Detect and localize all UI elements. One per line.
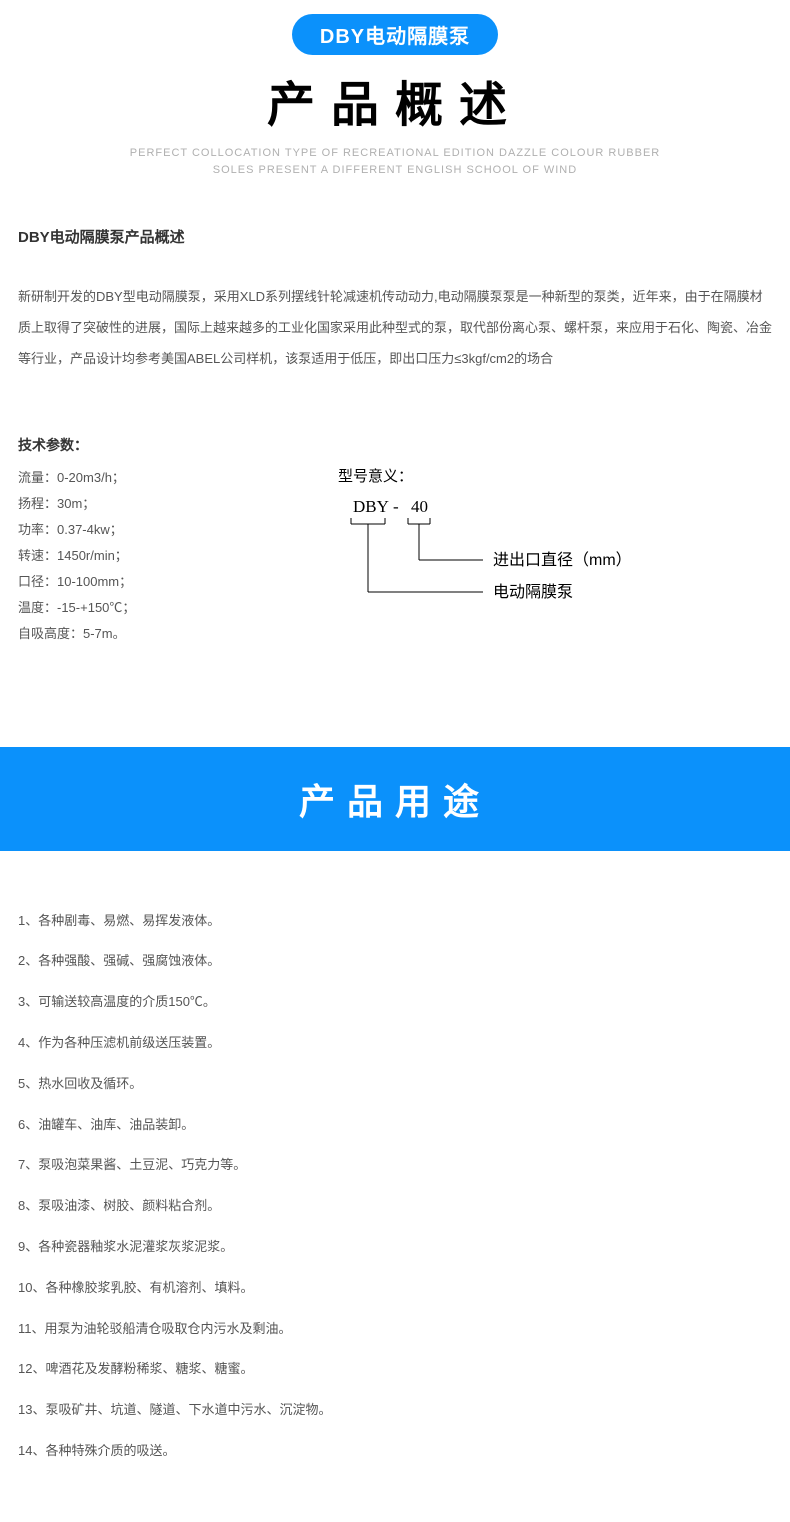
- param-item: 流量：0-20m3/h；: [18, 465, 318, 491]
- params-title: 技术参数：: [18, 435, 318, 455]
- usage-item: 8、泵吸油漆、树胶、颜料粘合剂。: [18, 1196, 772, 1217]
- usage-item: 6、油罐车、油库、油品装卸。: [18, 1115, 772, 1136]
- param-item: 功率：0.37-4kw；: [18, 517, 318, 543]
- params-row: 技术参数： 流量：0-20m3/h； 扬程：30m； 功率：0.37-4kw； …: [18, 435, 772, 647]
- model-svg: DBY - 40 进出口直径（mm） 电动隔膜泵: [318, 492, 698, 622]
- model-diagram: 型号意义： DBY - 40 进出口直径（mm） 电动隔膜泵: [318, 435, 772, 627]
- usage-item: 2、各种强酸、强碱、强腐蚀液体。: [18, 951, 772, 972]
- model-code-dby: DBY: [353, 497, 389, 516]
- usage-banner: 产品用途: [0, 747, 790, 851]
- tech-params: 技术参数： 流量：0-20m3/h； 扬程：30m； 功率：0.37-4kw； …: [18, 435, 318, 647]
- product-description: 新研制开发的DBY型电动隔膜泵，采用XLD系列摆线针轮减速机传动动力,电动隔膜泵…: [18, 281, 772, 375]
- subtitle-line2: SOLES PRESENT A DIFFERENT ENGLISH SCHOOL…: [0, 162, 790, 179]
- param-item: 自吸高度：5-7m。: [18, 621, 318, 647]
- param-item: 转速：1450r/min；: [18, 543, 318, 569]
- usage-item: 1、各种剧毒、易燃、易挥发液体。: [18, 911, 772, 932]
- model-code-40: 40: [411, 497, 428, 516]
- usage-item: 13、泵吸矿井、坑道、隧道、下水道中污水、沉淀物。: [18, 1400, 772, 1421]
- model-label: 型号意义：: [338, 465, 772, 486]
- param-item: 温度：-15-+150℃；: [18, 595, 318, 621]
- subtitle-line1: PERFECT COLLOCATION TYPE OF RECREATIONAL…: [0, 145, 790, 162]
- header-section: DBY电动隔膜泵 产品概述 PERFECT COLLOCATION TYPE O…: [0, 0, 790, 178]
- param-item: 口径：10-100mm；: [18, 569, 318, 595]
- main-title: 产品概述: [0, 65, 790, 135]
- product-badge: DBY电动隔膜泵: [292, 14, 498, 55]
- overview-heading: DBY电动隔膜泵产品概述: [18, 226, 772, 247]
- usage-item: 5、热水回收及循环。: [18, 1074, 772, 1095]
- usage-list: 1、各种剧毒、易燃、易挥发液体。 2、各种强酸、强碱、强腐蚀液体。 3、可输送较…: [18, 911, 772, 1462]
- usage-item: 7、泵吸泡菜果酱、土豆泥、巧克力等。: [18, 1155, 772, 1176]
- usage-item: 9、各种瓷器釉浆水泥灌浆灰浆泥浆。: [18, 1237, 772, 1258]
- param-item: 扬程：30m；: [18, 491, 318, 517]
- usage-item: 12、啤酒花及发酵粉稀浆、糖浆、糖蜜。: [18, 1359, 772, 1380]
- subtitle-english: PERFECT COLLOCATION TYPE OF RECREATIONAL…: [0, 145, 790, 178]
- model-meaning1: 进出口直径（mm）: [493, 551, 632, 569]
- usage-item: 14、各种特殊介质的吸送。: [18, 1441, 772, 1462]
- usage-item: 11、用泵为油轮驳船清仓吸取仓内污水及剩油。: [18, 1319, 772, 1340]
- usage-item: 4、作为各种压滤机前级送压装置。: [18, 1033, 772, 1054]
- svg-text:-: -: [393, 497, 399, 516]
- usage-item: 10、各种橡胶浆乳胶、有机溶剂、填料。: [18, 1278, 772, 1299]
- model-meaning2: 电动隔膜泵: [493, 583, 573, 601]
- usage-item: 3、可输送较高温度的介质150℃。: [18, 992, 772, 1013]
